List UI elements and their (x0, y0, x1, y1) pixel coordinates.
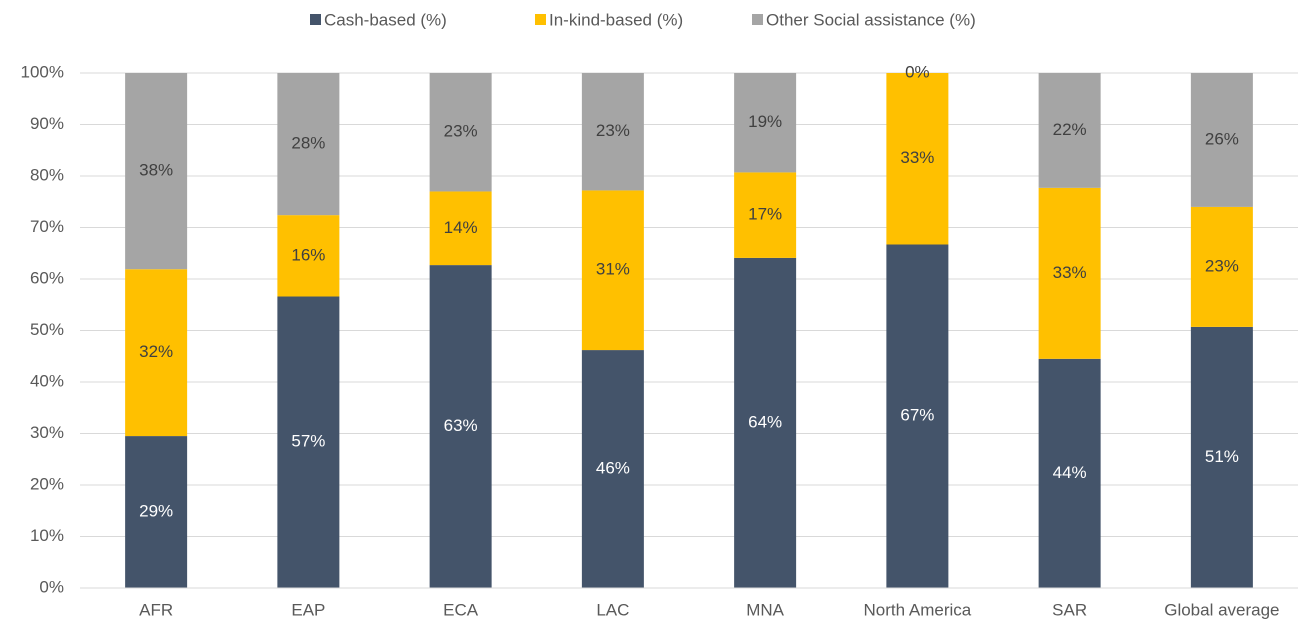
x-tick-label: ECA (443, 600, 479, 619)
data-label: 46% (596, 459, 630, 478)
bar-segment (1190, 206, 1253, 327)
y-tick-label: 90% (30, 114, 64, 133)
bar-segment (125, 436, 188, 588)
data-label: 38% (139, 161, 173, 180)
y-tick-label: 40% (30, 371, 64, 390)
data-label: 67% (900, 406, 934, 425)
data-label: 26% (1205, 129, 1239, 148)
legend-swatch (752, 14, 763, 25)
bar-segment (734, 257, 797, 588)
x-tick-label: LAC (596, 600, 629, 619)
bar-segment (1038, 187, 1101, 359)
data-label: 14% (444, 218, 478, 237)
data-label: 33% (900, 148, 934, 167)
bar-segment (125, 269, 188, 437)
bar-segment (734, 73, 797, 173)
bar-segment (277, 296, 340, 588)
data-label: 22% (1053, 120, 1087, 139)
y-tick-label: 60% (30, 268, 64, 287)
bar-segment (277, 73, 340, 216)
data-label: 23% (1205, 256, 1239, 275)
data-label: 28% (291, 134, 325, 153)
y-tick-label: 100% (21, 62, 64, 81)
bar-segment (1190, 73, 1253, 207)
bar-segment (429, 191, 492, 266)
bar-segment (581, 190, 644, 351)
y-tick-label: 10% (30, 526, 64, 545)
bar-segment (581, 73, 644, 191)
data-label: 23% (444, 122, 478, 141)
data-label: 32% (139, 342, 173, 361)
y-tick-label: 80% (30, 165, 64, 184)
data-label: 63% (444, 416, 478, 435)
x-tick-label: MNA (746, 600, 784, 619)
data-label: 33% (1053, 263, 1087, 282)
y-tick-label: 20% (30, 474, 64, 493)
x-tick-label: EAP (291, 600, 325, 619)
bar-segment (429, 265, 492, 588)
y-tick-label: 0% (39, 577, 64, 596)
data-label: 19% (748, 112, 782, 131)
bar-segment (277, 215, 340, 297)
data-label: 44% (1053, 463, 1087, 482)
bar-segment (125, 73, 188, 270)
x-tick-label: Global average (1164, 600, 1279, 619)
x-tick-label: AFR (139, 600, 173, 619)
bar-segment (1190, 326, 1253, 588)
data-label: 0% (905, 62, 930, 81)
y-tick-label: 30% (30, 423, 64, 442)
data-label: 29% (139, 502, 173, 521)
bar-segment (581, 350, 644, 588)
y-tick-label: 50% (30, 320, 64, 339)
x-tick-label: SAR (1052, 600, 1087, 619)
data-label: 51% (1205, 447, 1239, 466)
data-label: 23% (596, 121, 630, 140)
legend-swatch (310, 14, 321, 25)
legend-label: In-kind-based (%) (549, 10, 683, 29)
data-label: 64% (748, 412, 782, 431)
bar-segment (1038, 358, 1101, 588)
legend-label: Cash-based (%) (324, 10, 447, 29)
bar-segment (429, 73, 492, 192)
legend-swatch (535, 14, 546, 25)
data-label: 31% (596, 260, 630, 279)
bar-segment (1038, 73, 1101, 188)
bar-segment (886, 244, 949, 588)
data-label: 57% (291, 432, 325, 451)
legend-label: Other Social assistance (%) (766, 10, 976, 29)
x-tick-label: North America (864, 600, 972, 619)
y-tick-label: 70% (30, 217, 64, 236)
data-label: 17% (748, 205, 782, 224)
data-label: 16% (291, 245, 325, 264)
bar-segment (886, 73, 949, 245)
bar-segment (734, 172, 797, 258)
